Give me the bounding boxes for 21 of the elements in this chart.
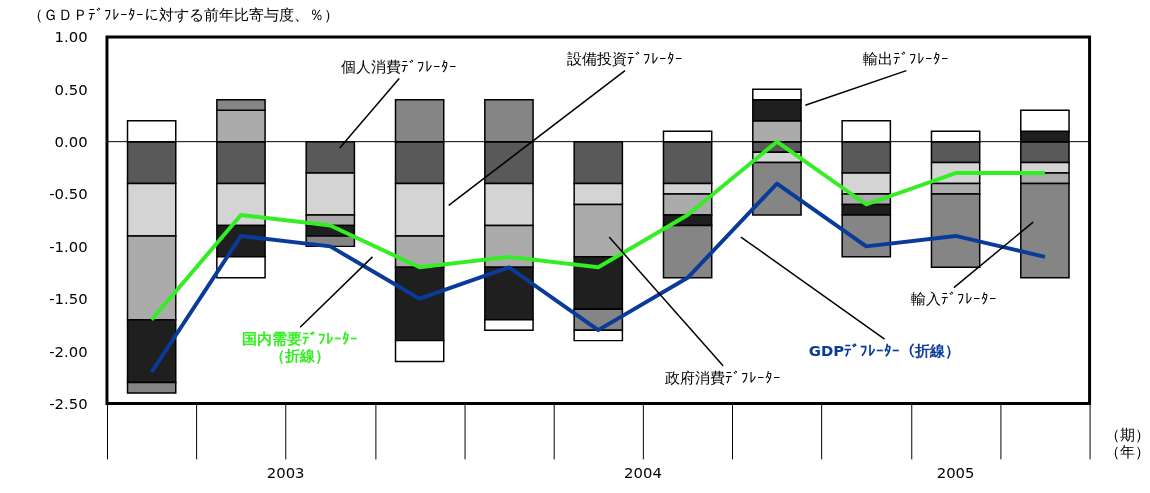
y-tick-label: -2.00 [49,342,88,361]
y-tick-label: -2.50 [49,394,88,413]
text: （期）（年） [1104,426,1150,461]
y-tick-label: -1.00 [49,237,88,256]
text: 設備投資ﾃﾞﾌﾚｰﾀｰ [567,49,684,68]
text: 個人消費ﾃﾞﾌﾚｰﾀｰ [341,57,458,76]
y-tick-label: -0.50 [49,185,88,204]
y-tick-label: 0.00 [54,133,88,152]
text: 2003 [266,463,305,482]
series-label: 輸入ﾃﾞﾌﾚｰﾀｰ [910,290,997,309]
y-tick-label: 0.50 [54,80,88,99]
text: 国内需要ﾃﾞﾌﾚｰﾀｰ（折線） [242,330,359,365]
y-tick-label: 1.00 [54,28,88,47]
line-series [149,139,1047,322]
text: 2004 [624,463,662,482]
text: 輸出ﾃﾞﾌﾚｰﾀｰ [863,49,950,68]
text: 政府消費ﾃﾞﾌﾚｰﾀｰ [665,368,782,387]
text: GDPﾃﾞﾌﾚｰﾀｰ（折線） [808,341,961,360]
y-axis-title: （ＧＤＰﾃﾞﾌﾚｰﾀｰに対する前年比寄与度、％） [27,6,339,25]
text: 2005 [936,463,975,482]
y-tick-label: -1.50 [49,290,88,309]
